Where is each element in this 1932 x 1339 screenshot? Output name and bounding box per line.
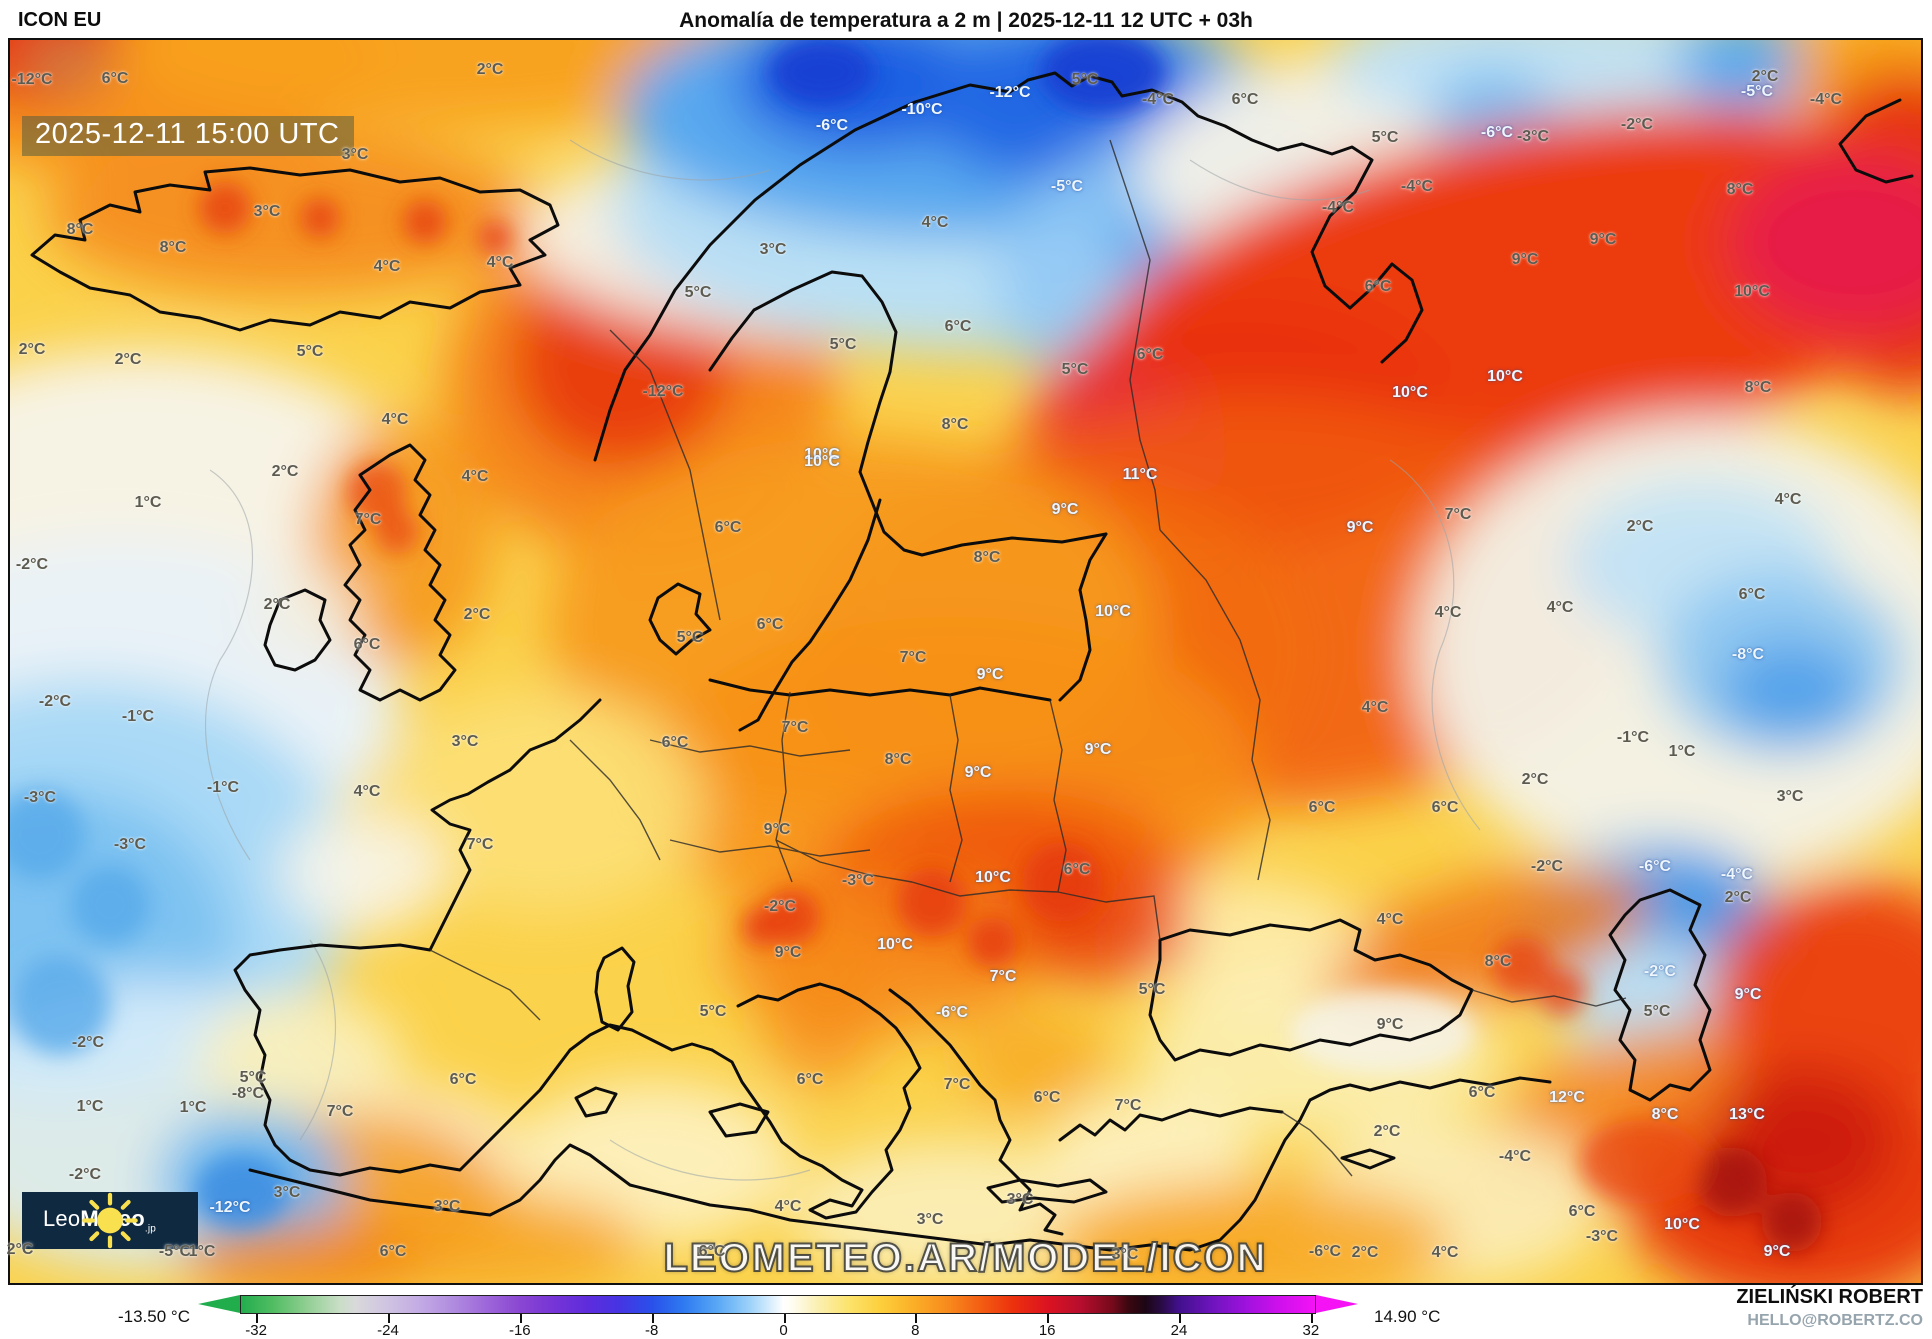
colorbar-tick bbox=[915, 1314, 918, 1323]
colorbar-tick-label: 0 bbox=[779, 1322, 788, 1339]
page-title: Anomalía de temperatura a 2 m | 2025-12-… bbox=[679, 9, 1253, 32]
colorbar-tick bbox=[519, 1314, 522, 1323]
leometeo-logo: LeoMeteo.jp bbox=[22, 1192, 198, 1249]
colorbar-tick bbox=[1179, 1314, 1182, 1323]
colorbar-tick bbox=[651, 1314, 654, 1323]
colorbar-tick-label: -24 bbox=[377, 1322, 399, 1339]
colorbar-tick bbox=[1310, 1314, 1313, 1323]
anomaly-speck-layer bbox=[10, 40, 1822, 1252]
colorbar-tick-label: 24 bbox=[1170, 1322, 1188, 1339]
colorbar-tick bbox=[1047, 1314, 1050, 1323]
country-borders bbox=[429, 139, 1627, 1177]
colorbar bbox=[240, 1295, 1316, 1314]
map-canvas: 2025-12-11 15:00 UTC LEOMETEO.AR/MODEL/I… bbox=[8, 38, 1923, 1285]
colorbar-tick bbox=[783, 1314, 786, 1323]
contact-credit: HELLO@ROBERTZ.CO bbox=[1747, 1312, 1923, 1329]
model-name: ICON EU bbox=[18, 9, 102, 31]
author-credit: ZIELIŃSKI ROBERT bbox=[1736, 1286, 1923, 1308]
colorbar-min-label: -13.50 °C bbox=[117, 1307, 190, 1326]
colorbar-right-arrow bbox=[1316, 1295, 1358, 1313]
anomaly-map bbox=[10, 40, 1921, 1283]
valid-time-badge: 2025-12-11 15:00 UTC bbox=[22, 116, 355, 156]
colorbar-tick-label: -8 bbox=[644, 1322, 659, 1339]
contour-lines bbox=[204, 139, 1481, 1181]
colorbar-tick bbox=[256, 1314, 259, 1323]
colorbar-left-arrow bbox=[198, 1295, 240, 1313]
anomaly-field-layer bbox=[10, 40, 1921, 1283]
colorbar-tick-label: -32 bbox=[245, 1322, 267, 1339]
colorbar-max-label: 14.90 °C bbox=[1374, 1307, 1441, 1326]
colorbar-tick-label: -16 bbox=[508, 1322, 531, 1339]
watermark: LEOMETEO.AR/MODEL/ICON bbox=[663, 1235, 1268, 1281]
colorbar-tick-label: 16 bbox=[1038, 1322, 1056, 1339]
colorbar-tick-label: 32 bbox=[1302, 1322, 1320, 1339]
colorbar-tick-label: 8 bbox=[911, 1322, 920, 1339]
colorbar-tick bbox=[387, 1314, 390, 1323]
coastlines bbox=[30, 71, 1914, 1252]
